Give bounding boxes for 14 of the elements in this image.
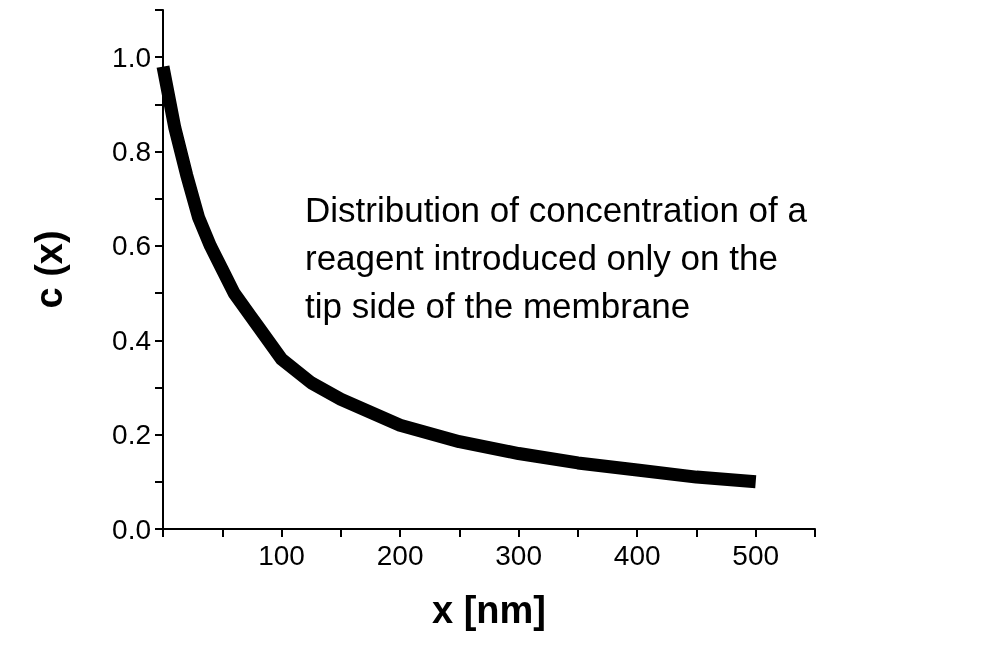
y-axis-title: c (x)	[28, 230, 70, 309]
x-tick-label: 300	[495, 539, 542, 571]
y-tick-label: 0.8	[112, 136, 151, 168]
y-tick-label: 0.4	[112, 324, 151, 356]
x-tick-label: 400	[613, 539, 661, 571]
y-tick-label: 0.6	[112, 230, 151, 262]
x-axis-title: x [nm]	[432, 589, 546, 631]
x-tick-label: 100	[258, 539, 305, 571]
x-tick-label: 500	[732, 539, 780, 571]
y-tick-label: 0.2	[112, 419, 151, 451]
y-tick-label: 1.0	[112, 41, 151, 73]
y-tick-label: 0.0	[112, 513, 151, 545]
x-tick-label: 200	[376, 539, 424, 571]
annotation: Distribution of concentration of a reagent introduced only on the tip side of the membrane	[305, 189, 808, 325]
